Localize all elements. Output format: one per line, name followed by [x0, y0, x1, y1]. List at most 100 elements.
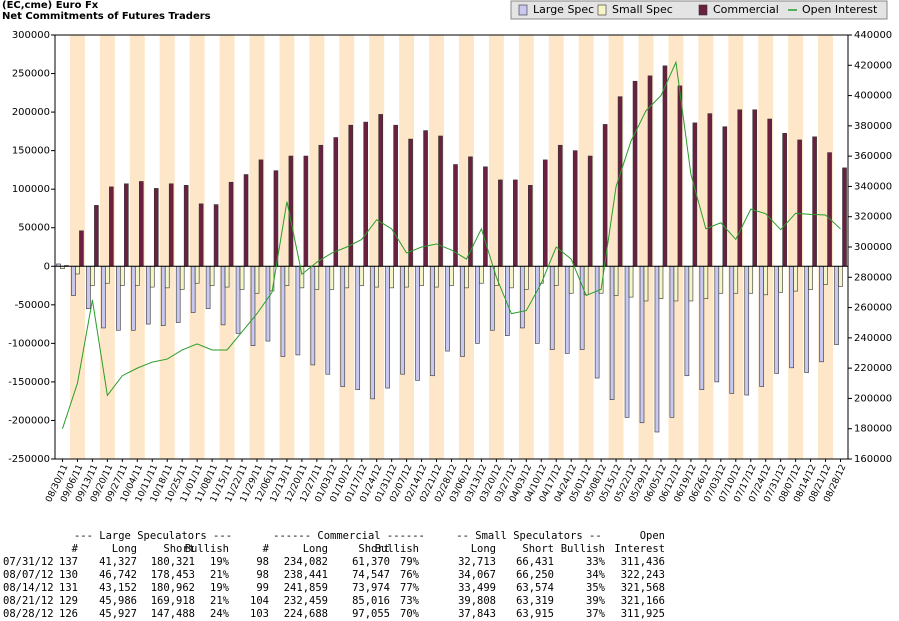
y2-tick-label: 320000 [854, 212, 892, 223]
y2-tick-label: 180000 [854, 424, 892, 435]
bar [355, 265, 361, 390]
cell: 180,962 [150, 582, 195, 594]
bar [101, 265, 106, 329]
bar [359, 265, 365, 286]
stripe [129, 35, 145, 459]
bar [549, 265, 555, 350]
bar [737, 109, 743, 267]
bar [116, 265, 121, 331]
cell: 19% [210, 556, 229, 568]
cell: 137 [59, 556, 78, 568]
y-tick-label: 300000 [12, 30, 50, 41]
bar [707, 113, 713, 267]
bar [258, 159, 264, 267]
y-tick-label: -100000 [8, 338, 50, 349]
cell: 311,436 [620, 556, 665, 568]
y-tick-label: 50000 [18, 223, 50, 234]
cell: 130 [59, 569, 78, 581]
y2-tick-label: 400000 [854, 91, 892, 102]
legend-label: Small Spec [612, 3, 673, 16]
bar [75, 265, 80, 275]
legend: Large Spec Small Spec Commercial Open Inter… [510, 0, 888, 20]
cell: 97,055 [352, 608, 390, 620]
bar [624, 265, 630, 418]
bar [393, 124, 398, 267]
cell: 98 [256, 556, 269, 568]
bar [325, 265, 331, 375]
column-header: # [71, 543, 78, 555]
y-tick-label: 100000 [12, 184, 50, 195]
y-tick-label: 0 [44, 261, 50, 272]
row-date: 08/07/12 [3, 569, 54, 581]
bar [303, 155, 309, 267]
cell: 104 [250, 595, 269, 607]
bar [445, 265, 450, 352]
stripe [159, 35, 175, 459]
cell: 85,016 [352, 595, 390, 607]
bar [408, 138, 413, 267]
bar [673, 265, 679, 302]
bar [594, 265, 600, 379]
cell: 43,152 [99, 582, 137, 594]
bar [130, 265, 136, 331]
y-tick-label: 150000 [12, 146, 50, 157]
cell: 131 [59, 582, 78, 594]
bar [509, 265, 514, 289]
bar [235, 265, 241, 334]
cell: 224,688 [283, 608, 328, 620]
y2-tick-label: 220000 [854, 363, 892, 374]
bar [363, 121, 369, 267]
cell: 37,843 [458, 608, 496, 620]
group-header: ------ Commercial ------ [273, 530, 425, 542]
cell: 234,082 [283, 556, 328, 568]
y2-tick-label: 420000 [854, 60, 892, 71]
bar [752, 109, 758, 267]
cell: 322,243 [620, 569, 665, 581]
bar [385, 265, 390, 389]
bar [658, 265, 664, 299]
cell: 321,166 [620, 595, 665, 607]
y2-tick-label: 380000 [854, 121, 892, 132]
y-tick-label: 250000 [12, 69, 50, 80]
bar [774, 265, 779, 374]
bar [808, 265, 813, 290]
cell: 41,327 [99, 556, 137, 568]
group-header: -- Small Speculators -- [456, 530, 602, 542]
bar [838, 265, 843, 287]
cell: 103 [250, 608, 269, 620]
bar [729, 265, 735, 394]
bar [213, 204, 219, 267]
bar [654, 265, 660, 433]
bar [153, 188, 159, 267]
cell: 77% [400, 582, 419, 594]
bar [434, 265, 439, 288]
bar [273, 170, 279, 267]
cell: 61,370 [352, 556, 390, 568]
cell: 76% [400, 569, 419, 581]
column-header: Short [358, 543, 390, 555]
bar [160, 265, 166, 326]
cell: 98 [256, 569, 269, 581]
bar [613, 265, 619, 296]
bar [643, 265, 649, 302]
bar [568, 265, 574, 294]
bar [468, 156, 473, 267]
bar [699, 265, 705, 390]
cell: 32,713 [458, 556, 496, 568]
bar [669, 265, 675, 418]
row-date: 08/28/12 [3, 608, 54, 620]
bar [269, 265, 275, 292]
y2-tick-label: 280000 [854, 272, 892, 283]
chart-title: (EC,cme) Euro Fx [2, 0, 99, 11]
bar [280, 265, 286, 357]
bar [378, 114, 383, 267]
bar [553, 265, 559, 286]
line [62, 60, 841, 429]
bar [778, 265, 783, 293]
bar [684, 265, 690, 377]
cell: 45,986 [99, 595, 137, 607]
column-header: Bullish [374, 543, 419, 555]
bar [639, 265, 645, 424]
bar [579, 265, 585, 350]
cell: 66,431 [516, 556, 554, 568]
